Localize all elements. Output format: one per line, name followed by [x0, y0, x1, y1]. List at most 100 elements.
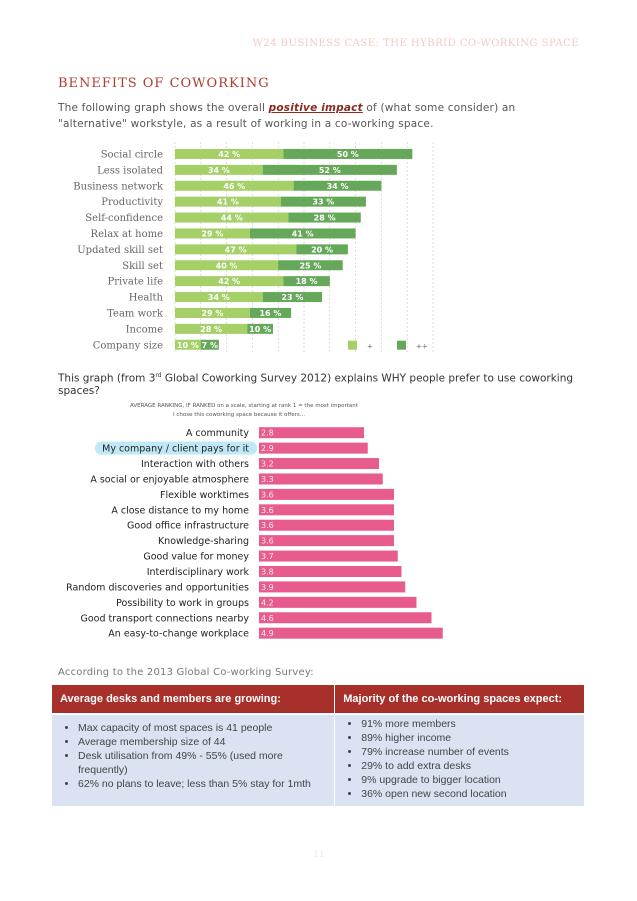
- positive-bar: [175, 307, 250, 318]
- very-positive-bar: [262, 164, 397, 175]
- running-header: W24 Business Case: The Hybrid Co-working…: [252, 38, 579, 49]
- category-label: Flexible worktimes: [160, 490, 249, 501]
- value-label: 3.3: [261, 475, 274, 484]
- highlight-marker: [95, 441, 257, 455]
- value-label: 47 %: [225, 245, 247, 254]
- ranking-bar: [259, 596, 417, 608]
- value-label: 29 %: [201, 229, 223, 238]
- ranking-bar: [259, 612, 432, 624]
- category-label: Private life: [108, 277, 164, 288]
- positive-bar: [175, 228, 250, 239]
- value-label: 46 %: [223, 182, 245, 191]
- category-label: Team work: [107, 308, 164, 319]
- survey-table: Average desks and members are growing: M…: [52, 685, 585, 806]
- very-positive-bar: [283, 276, 330, 287]
- survey-right-header: Majority of the co-working spaces expect…: [334, 685, 585, 714]
- category-label: Knowledge-sharing: [158, 536, 249, 547]
- category-label: Good value for money: [143, 552, 249, 563]
- positive-bar: [175, 196, 281, 207]
- chart2-intro-start: This graph (from 3: [58, 372, 156, 385]
- positive-bar: [175, 260, 279, 271]
- category-label: Good transport connections nearby: [80, 613, 249, 624]
- value-label: 25 %: [299, 261, 321, 270]
- very-positive-bar: [280, 196, 366, 207]
- category-label: Possibility to work in groups: [116, 598, 249, 609]
- value-label: 44 %: [221, 214, 243, 223]
- chart2-intro-end: Global Coworking Survey 2012) explains W…: [58, 372, 574, 397]
- value-label: 42 %: [218, 277, 240, 286]
- value-label: 52 %: [319, 166, 341, 175]
- value-label: 3.6: [261, 537, 274, 546]
- category-label: Self-confidence: [85, 213, 163, 224]
- value-label: 4.9: [261, 629, 274, 638]
- ranking-bar: [259, 473, 383, 485]
- category-label: Health: [129, 293, 164, 304]
- list-item: 91% more members: [361, 717, 576, 731]
- category-label: Less isolated: [97, 165, 163, 176]
- benefits-stacked-bar-chart: Social circle 42 % 50 % Less isolated 34 % 52…: [73, 142, 434, 354]
- list-item: Desk utilisation from 49% - 55% (used mo…: [78, 749, 326, 777]
- value-label: 33 %: [312, 198, 334, 207]
- positive-bar: [175, 180, 294, 191]
- value-label: 41 %: [292, 229, 314, 238]
- ranking-bar: [259, 581, 406, 593]
- positive-bar: [175, 339, 201, 350]
- list-item: 89% higher income: [361, 731, 576, 745]
- category-label: Income: [126, 324, 163, 335]
- value-label: 10 %: [249, 325, 271, 334]
- value-label: 34 %: [327, 182, 349, 191]
- very-positive-bar: [200, 339, 219, 350]
- survey-right-list: 91% more members 89% higher income 79% i…: [335, 715, 584, 801]
- value-label: 41 %: [217, 198, 239, 207]
- page-number: 11: [313, 850, 325, 860]
- value-label: 29 %: [201, 309, 223, 318]
- list-item: Max capacity of most spaces is 41 people: [78, 721, 326, 735]
- positive-bar: [175, 292, 263, 303]
- value-label: 40 %: [216, 261, 238, 270]
- intro-emphasis: positive impact: [268, 102, 363, 114]
- positive-bar: [175, 148, 284, 159]
- very-positive-bar: [283, 148, 413, 159]
- very-positive-bar: [262, 292, 323, 303]
- list-item: 62% no plans to leave; less than 5% stay…: [78, 777, 326, 791]
- category-label: A close distance to my home: [111, 505, 249, 516]
- value-label: 3.6: [261, 490, 274, 499]
- survey-intro: According to the 2013 Global Co-working …: [58, 667, 314, 678]
- value-label: 3.9: [261, 583, 274, 592]
- positive-bar: [175, 212, 289, 223]
- value-label: 3.8: [261, 567, 274, 576]
- legend-label: ++: [416, 343, 428, 351]
- chart1-intro: The following graph shows the overall po…: [58, 100, 588, 132]
- very-positive-bar: [249, 228, 356, 239]
- positive-bar: [175, 164, 263, 175]
- section-title: Benefits of Coworking: [58, 76, 270, 91]
- survey-right-cell: 91% more members 89% higher income 79% i…: [334, 713, 585, 806]
- very-positive-bar: [278, 260, 343, 271]
- very-positive-bar: [249, 307, 292, 318]
- category-label: Relax at home: [91, 229, 164, 240]
- value-label: 20 %: [311, 245, 333, 254]
- legend-label: +: [367, 343, 373, 351]
- value-label: 3.7: [261, 552, 274, 561]
- value-label: 23 %: [281, 293, 303, 302]
- value-label: 28 %: [314, 214, 336, 223]
- category-label: Interdisciplinary work: [147, 567, 250, 578]
- category-label: Good office infrastructure: [127, 521, 249, 532]
- legend-swatch: [348, 340, 357, 350]
- category-label: Productivity: [101, 197, 163, 208]
- category-label: Random discoveries and opportunities: [66, 582, 249, 593]
- positive-bar: [175, 244, 297, 255]
- chart2-intro: This graph (from 3rd Global Coworking Su…: [58, 372, 598, 397]
- value-label: 7 %: [202, 341, 218, 350]
- value-label: 4.2: [261, 598, 274, 607]
- value-label: 34 %: [208, 293, 230, 302]
- very-positive-bar: [296, 244, 348, 255]
- chart2-intro-sup: rd: [155, 372, 162, 379]
- survey-left-cell: Max capacity of most spaces is 41 people…: [52, 713, 336, 806]
- category-label: Company size: [93, 340, 163, 351]
- category-label: Skill set: [122, 261, 163, 272]
- intro-text-end: of (what some consider) an "alternative"…: [58, 102, 516, 130]
- value-label: 2.9: [261, 444, 274, 453]
- very-positive-bar: [247, 323, 274, 334]
- ranking-bar: [259, 427, 364, 439]
